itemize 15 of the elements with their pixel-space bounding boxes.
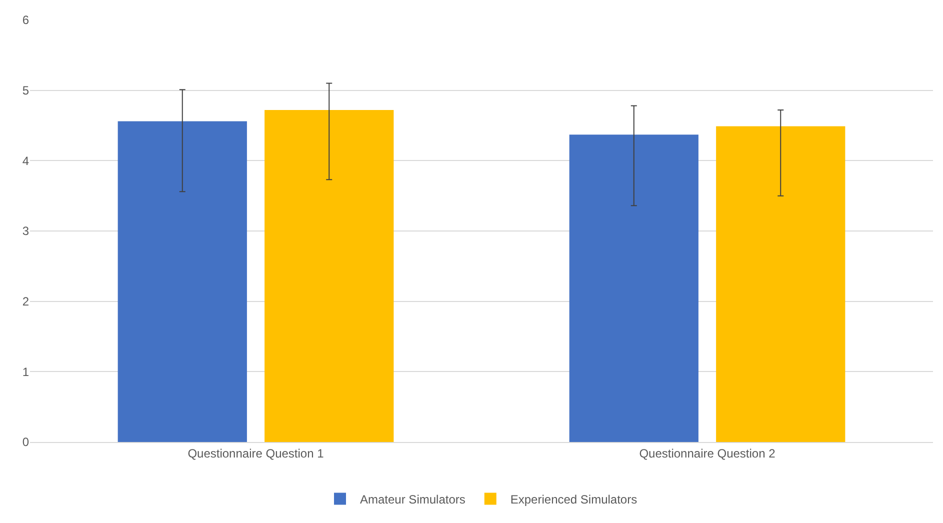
- y-tick-label: 2: [22, 294, 30, 309]
- y-tick-label: 0: [22, 435, 30, 450]
- y-tick-label: 3: [22, 224, 30, 238]
- legend-label: Amateur Simulators: [360, 492, 466, 506]
- x-tick-label: Questionnaire Question 2: [639, 446, 776, 460]
- y-tick-label: 4: [22, 154, 30, 168]
- bar: [569, 134, 698, 442]
- y-tick-label: 5: [22, 84, 30, 98]
- y-tick-label: 6: [22, 13, 30, 28]
- x-tick-label: Questionnaire Question 1: [188, 446, 324, 460]
- bar: [264, 110, 394, 442]
- bar: [716, 126, 846, 442]
- legend-label: Experienced Simulators: [510, 492, 638, 506]
- y-tick-label: 1: [22, 364, 30, 379]
- bar: [118, 121, 247, 442]
